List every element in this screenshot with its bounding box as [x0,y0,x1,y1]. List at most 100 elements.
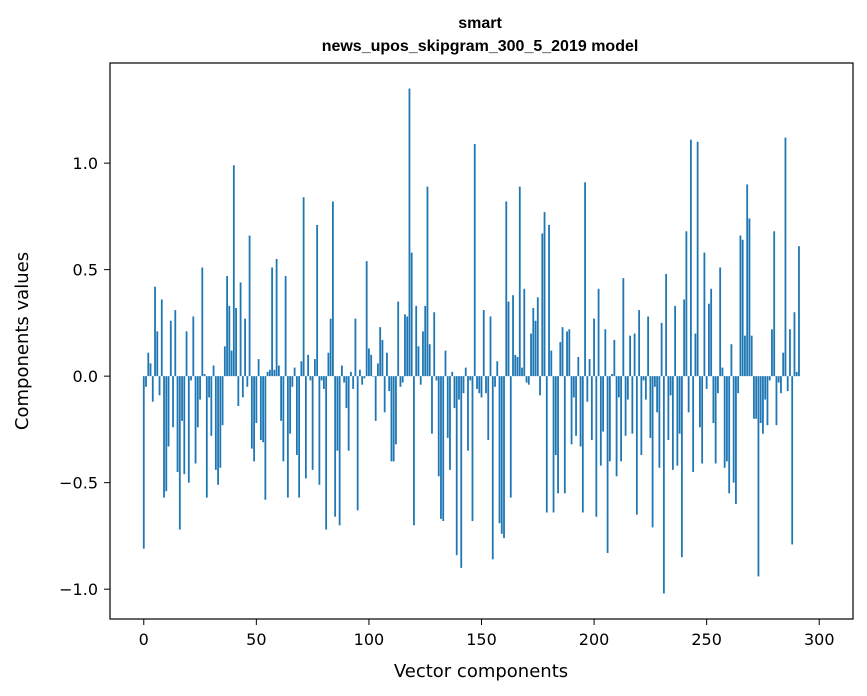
bar-176 [539,376,541,396]
bar-55 [266,371,269,377]
bar-131 [437,376,440,477]
bar-255 [717,376,719,394]
bar-183 [554,376,557,455]
bar-247 [699,376,701,428]
bar-290 [795,371,798,377]
bar-237 [676,376,679,466]
bar-243 [689,139,692,377]
bar-229 [658,376,661,468]
bar-188 [566,331,568,377]
bar-194 [579,376,582,447]
bar-180 [548,224,550,377]
bar-249 [703,252,706,377]
bar-123 [419,376,422,385]
bar-284 [782,352,785,377]
bar-113 [397,301,400,377]
bar-177 [541,233,544,377]
bar-260 [728,376,731,494]
bar-235 [671,376,674,470]
bar-115 [401,376,404,383]
bar-112 [395,376,397,445]
x-tick-label: 200 [579,630,610,649]
bar-158 [498,376,501,524]
bar-44 [241,376,244,398]
bar-165 [514,354,517,377]
bar-157 [496,361,499,377]
bar-94 [354,318,357,377]
bar-253 [712,376,715,424]
bar-63 [284,276,287,377]
bar-120 [413,376,415,526]
bar-285 [784,137,787,377]
bar-191 [572,376,575,398]
x-axis-label: Vector components [394,661,568,682]
bar-231 [662,376,665,594]
bar-88 [341,365,343,377]
bar-30 [210,376,213,436]
bar-9 [163,376,165,498]
bar-109 [388,376,391,392]
bar-232 [665,273,668,377]
bar-218 [633,333,636,377]
bar-93 [352,376,355,389]
bar-146 [471,376,474,522]
bar-119 [410,252,413,377]
bar-85 [334,376,337,517]
bar-53 [262,376,264,443]
bar-166 [516,356,519,377]
bar-25 [199,376,201,400]
bar-104 [377,363,379,377]
bar-266 [741,239,744,377]
bar-52 [259,376,262,441]
bar-219 [635,376,638,515]
bar-236 [674,305,677,377]
bar-211 [617,376,620,398]
bar-281 [775,376,778,426]
bar-78 [318,376,321,485]
bar-72 [304,376,307,479]
bar-278 [768,376,771,381]
bar-132 [440,376,442,519]
bar-70 [300,361,303,377]
bar-107 [383,376,386,413]
bar-96 [359,369,361,377]
bar-162 [507,301,510,377]
bar-68 [295,376,298,455]
bar-2 [147,352,150,377]
bar-185 [559,342,562,377]
bar-184 [557,376,559,494]
bar-279 [771,329,773,377]
bar-224 [647,316,650,377]
bar-160 [503,376,505,539]
bar-75 [311,376,314,470]
bar-13 [172,376,174,428]
bar-61 [280,376,283,421]
bar-102 [372,376,375,377]
bar-21 [190,376,192,381]
bar-161 [505,201,508,377]
bar-289 [793,312,796,377]
bar-47 [248,235,251,377]
bar-228 [656,376,659,413]
bar-23 [194,376,197,464]
bar-139 [455,376,458,556]
bar-257 [721,367,724,377]
bar-265 [739,235,742,377]
bar-200 [593,318,595,377]
bar-256 [719,267,722,377]
bar-244 [692,376,695,473]
bar-164 [512,295,514,377]
bar-145 [469,376,472,381]
bar-280 [773,231,776,377]
bar-181 [550,350,553,377]
bar-27 [203,374,206,377]
bar-272 [755,376,758,419]
bar-283 [780,376,782,394]
bar-268 [746,184,749,377]
bar-143 [464,367,467,377]
chart-title-line2: news_upos_skipgram_300_5_2019 model [322,38,639,55]
bar-154 [489,316,492,377]
bar-215 [626,376,629,400]
bar-89 [343,376,346,383]
